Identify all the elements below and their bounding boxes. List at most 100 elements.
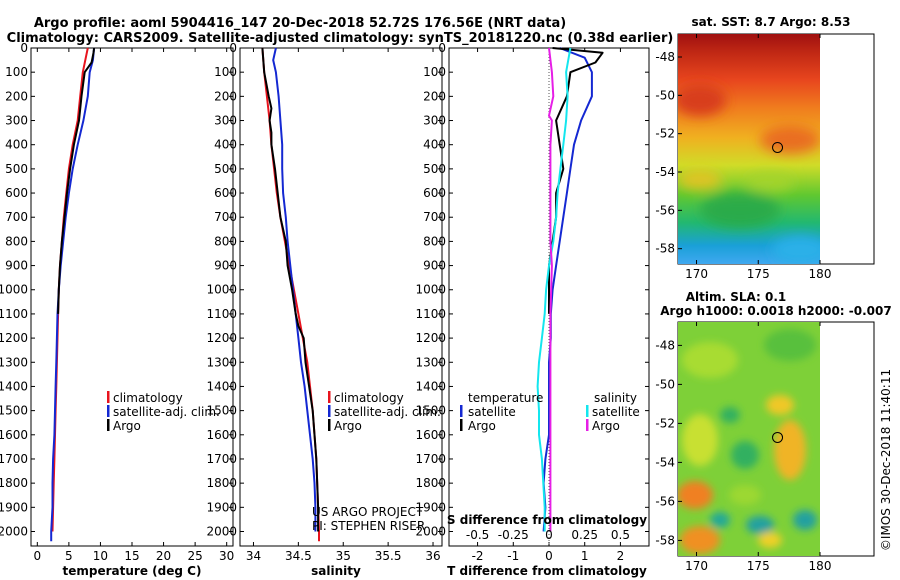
legend-label-satellite: satellite-adj. clim. [334, 405, 441, 419]
depth-tick-label: 1800 [206, 476, 237, 490]
depth-tick-label: 1000 [0, 283, 28, 297]
legend-label-s-argo: Argo [592, 419, 620, 433]
x-tick-label: 35 [336, 549, 351, 563]
depth-tick-label: 300 [423, 114, 446, 128]
x-tick-label: -2 [472, 549, 484, 563]
depth-tick-label: 200 [423, 89, 446, 103]
depth-tick-label: 500 [423, 162, 446, 176]
legend-label-climatology: climatology [334, 391, 404, 405]
legend-label-t-argo: Argo [468, 419, 496, 433]
depth-tick-label: 600 [423, 186, 446, 200]
x-tick-label: 34.5 [285, 549, 312, 563]
legend-label-climatology: climatology [113, 391, 183, 405]
lat-tick-label: -50 [655, 377, 675, 391]
legend-label-argo: Argo [334, 419, 362, 433]
depth-tick-label: 1400 [206, 379, 237, 393]
depth-tick-label: 1100 [415, 307, 446, 321]
series-line-argo [57, 47, 96, 314]
sla-map-subtitle: Argo h1000: 0.0018 h2000: -0.007 [660, 304, 891, 318]
depth-tick-label: 1900 [415, 500, 446, 514]
credit-line2: PI: STEPHEN RISER [312, 519, 425, 533]
depth-tick-label: 2000 [206, 524, 237, 538]
lat-tick-label: -52 [655, 416, 675, 430]
depth-tick-label: 0 [20, 41, 28, 55]
salinity-legend: climatology satellite-adj. clim. Argo [328, 391, 441, 433]
depth-tick-label: 1800 [0, 476, 28, 490]
temperature-xlabel: temperature (deg C) [63, 564, 202, 578]
sst-map-title: sat. SST: 8.7 Argo: 8.53 [691, 15, 850, 29]
depth-tick-label: 0 [438, 41, 446, 55]
sla-map-panel: Altim. SLA: 0.1 Argo h1000: 0.0018 h2000… [655, 290, 891, 573]
depth-tick-label: 600 [5, 186, 28, 200]
lat-tick-label: -52 [655, 127, 675, 141]
sla-heatmap [678, 322, 820, 556]
depth-tick-label: 500 [5, 162, 28, 176]
difference-xlabel-s: S difference from climatology [447, 513, 647, 527]
depth-tick-label: 900 [423, 259, 446, 273]
depth-tick-label: 900 [214, 259, 237, 273]
s-diff-tick-label: -0.25 [498, 528, 529, 542]
legend-label-s-satellite: satellite [592, 405, 640, 419]
x-tick-label: 30 [219, 549, 234, 563]
depth-tick-label: 400 [423, 138, 446, 152]
depth-tick-label: 1300 [206, 355, 237, 369]
depth-tick-label: 800 [214, 234, 237, 248]
x-tick-label: -1 [507, 549, 519, 563]
depth-tick-label: 1700 [415, 452, 446, 466]
depth-tick-label: 1600 [206, 428, 237, 442]
lat-tick-label: -48 [655, 338, 675, 352]
depth-tick-label: 1900 [0, 500, 28, 514]
lat-tick-label: -54 [655, 455, 675, 469]
depth-tick-label: 1300 [415, 355, 446, 369]
x-tick-label: 15 [124, 549, 139, 563]
depth-tick-label: 700 [214, 210, 237, 224]
x-tick-label: 34 [246, 549, 261, 563]
depth-tick-label: 300 [214, 114, 237, 128]
depth-tick-label: 1000 [415, 283, 446, 297]
depth-tick-label: 600 [214, 186, 237, 200]
depth-tick-label: 400 [5, 138, 28, 152]
imos-timestamp: ©IMOS 30-Dec-2018 11:40:11 [879, 369, 893, 551]
depth-tick-label: 1400 [0, 379, 28, 393]
depth-tick-label: 700 [5, 210, 28, 224]
depth-tick-label: 1600 [415, 428, 446, 442]
depth-tick-label: 100 [5, 65, 28, 79]
legend-swatch-satellite [328, 405, 331, 417]
legend-swatch-argo [107, 419, 110, 431]
credit-line1: US ARGO PROJECT [312, 505, 424, 519]
legend-swatch-satellite [107, 405, 110, 417]
depth-tick-label: 1800 [415, 476, 446, 490]
depth-tick-label: 1300 [0, 355, 28, 369]
depth-tick-label: 1100 [0, 307, 28, 321]
depth-tick-label: 1500 [415, 404, 446, 418]
x-tick-label: 5 [65, 549, 73, 563]
temperature-panel: 0100200300400500600700800900100011001200… [0, 41, 234, 578]
sla-map-title: Altim. SLA: 0.1 [686, 290, 787, 304]
series-line-s-argo [548, 47, 555, 532]
s-diff-tick-label: -0.5 [466, 528, 489, 542]
salinity-plot-frame [239, 47, 443, 547]
depth-tick-label: 2000 [0, 524, 28, 538]
salinity-panel: 0100200300400500600700800900100011001200… [206, 41, 443, 578]
depth-tick-label: 900 [5, 259, 28, 273]
depth-tick-label: 1500 [206, 404, 237, 418]
depth-tick-label: 1200 [0, 331, 28, 345]
legend-title-salinity: salinity [594, 391, 637, 405]
depth-tick-label: 500 [214, 162, 237, 176]
s-diff-tick-label: 0.5 [611, 528, 630, 542]
x-tick-label: 2 [617, 549, 625, 563]
lon-tick-label: 170 [685, 559, 708, 573]
x-tick-label: 36 [425, 549, 440, 563]
depth-tick-label: 100 [214, 65, 237, 79]
s-diff-tick-label: 0.25 [571, 528, 598, 542]
depth-tick-label: 2000 [415, 524, 446, 538]
depth-tick-label: 1000 [206, 283, 237, 297]
figure-title-line1: Argo profile: aoml 5904416_147 20-Dec-20… [34, 16, 566, 31]
legend-swatch-argo [328, 419, 331, 431]
lon-tick-label: 175 [747, 267, 770, 281]
x-tick-label: 0 [33, 549, 41, 563]
series-line-satellite-adj-clim- [272, 47, 317, 532]
depth-tick-label: 700 [423, 210, 446, 224]
x-tick-label: 35.5 [375, 549, 402, 563]
